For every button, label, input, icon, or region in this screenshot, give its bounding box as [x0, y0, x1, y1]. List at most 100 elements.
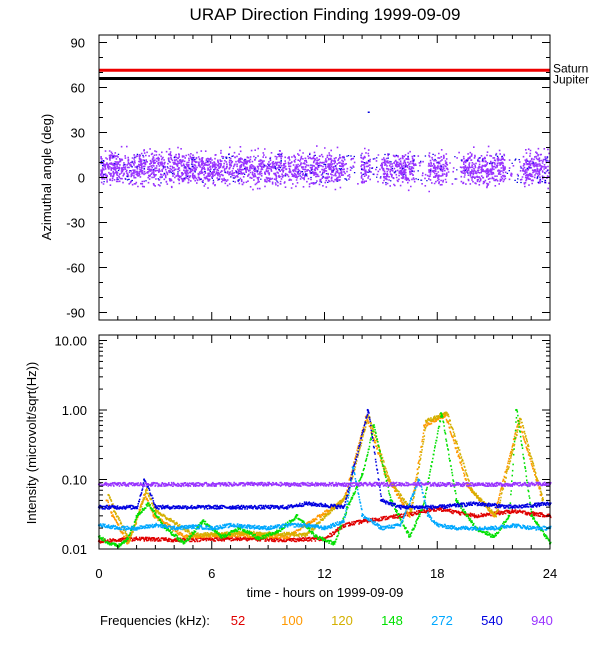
series-120-vertex: [424, 419, 428, 422]
series-940-vertex: [135, 483, 138, 486]
series-148-vertex: [220, 535, 223, 538]
series-100-vertex: [182, 535, 185, 538]
series-272-khz: [97, 466, 552, 531]
azimuth-axis-ticks: 90 60 30 0 -30 -60 -90: [66, 35, 551, 321]
series-120-vertex: [304, 533, 307, 536]
series-272-vertex: [530, 526, 533, 530]
series-120-vertex: [469, 489, 473, 492]
series-100-vertex: [422, 424, 426, 427]
series-272-vertex: [154, 524, 157, 527]
series-272-vertex: [248, 525, 251, 528]
series-272-vertex: [379, 526, 382, 530]
series-940-vertex: [511, 483, 514, 486]
series-540-vertex: [436, 506, 439, 509]
series-540-vertex: [379, 499, 382, 502]
series-148-vertex: [507, 514, 510, 517]
series-272-points: [99, 467, 552, 531]
series-52-vertex: [285, 538, 289, 542]
series-148-vertex: [454, 499, 458, 502]
intensity-xtick-label: 12: [317, 566, 331, 581]
series-52-vertex: [360, 520, 364, 523]
series-540-vertex: [304, 502, 307, 505]
series-52-vertex: [473, 514, 476, 517]
intensity-ytick-label: 10.00: [54, 334, 87, 349]
intensity-ytick-label: 1.00: [62, 403, 87, 418]
series-148-vertex: [407, 535, 411, 538]
series-148-vertex: [530, 514, 533, 517]
azimuth-ytick-label: -30: [66, 216, 85, 231]
azimuth-scatter-points-blue: [100, 153, 549, 184]
series-272-vertex: [436, 524, 439, 527]
reference-label-saturn: Saturn: [553, 61, 588, 75]
series-148-vertex: [360, 472, 364, 476]
series-940-vertex: [323, 483, 326, 486]
series-120-vertex: [107, 493, 110, 497]
series-52-vertex: [342, 524, 345, 527]
series-940-vertex: [473, 483, 476, 486]
series-540-khz: [97, 408, 552, 510]
azimuth-ytick-label: -90: [66, 306, 85, 321]
series-148-vertex: [372, 424, 375, 427]
reference-label-jupiter: Jupiter: [553, 73, 589, 87]
series-120-vertex: [409, 510, 413, 513]
legend-entry-52: 52: [231, 613, 245, 628]
legend-title: Frequencies (kHz):: [100, 613, 210, 628]
series-272-vertex: [360, 514, 364, 517]
series-540-points: [99, 410, 552, 510]
series-272-vertex: [492, 526, 495, 530]
azimuth-ytick-label: 90: [71, 36, 85, 51]
series-540-vertex: [366, 408, 369, 412]
series-940-vertex: [436, 483, 439, 486]
series-100-points: [106, 413, 543, 545]
series-272-vertex: [173, 526, 176, 530]
series-540-vertex: [342, 506, 345, 509]
series-940-vertex: [248, 482, 251, 486]
series-272-vertex: [511, 524, 514, 527]
series-148-vertex: [295, 514, 298, 517]
intensity-xtick-label: 24: [543, 566, 557, 581]
series-272-vertex: [398, 524, 401, 527]
intensity-axis-ticks: 10.00 1.00 0.10 0.01 0 6 12 18 24: [54, 334, 557, 581]
series-148-vertex: [182, 542, 185, 545]
series-52-vertex: [210, 538, 213, 541]
series-540-vertex: [285, 506, 289, 509]
series-148-vertex: [201, 520, 204, 523]
series-272-vertex: [210, 526, 213, 530]
series-148-vertex: [492, 535, 495, 538]
chart-title: URAP Direction Finding 1999-09-09: [190, 5, 461, 24]
series-120-points: [108, 411, 544, 542]
series-148-vertex: [515, 408, 518, 412]
series-120-vertex: [445, 412, 448, 415]
series-120-khz: [107, 411, 544, 543]
series-52-vertex: [173, 538, 176, 542]
intensity-xtick-label: 0: [95, 566, 102, 581]
series-100-vertex: [407, 514, 411, 517]
intensity-xtick-label: 6: [208, 566, 215, 581]
series-148-vertex: [107, 542, 110, 545]
series-120-vertex: [144, 489, 148, 492]
series-272-vertex: [426, 514, 429, 517]
series-272-vertex: [417, 478, 420, 481]
series-148-vertex: [345, 506, 349, 509]
series-100-khz: [105, 413, 543, 545]
azimuth-outlier-point: [367, 111, 370, 113]
series-100-vertex: [152, 514, 155, 517]
series-52-vertex: [135, 537, 138, 540]
azimuth-ylabel: Azimuthal angle (deg): [39, 114, 54, 240]
series-272-vertex: [135, 526, 138, 530]
series-148-vertex: [332, 542, 335, 545]
series-120-vertex: [541, 499, 544, 502]
azimuth-ytick-label: 0: [78, 171, 85, 186]
legend-entry-100: 100: [281, 613, 303, 628]
series-100-vertex: [105, 499, 108, 502]
azimuth-scatter-points: [100, 145, 551, 193]
series-940-vertex: [285, 483, 289, 486]
series-272-vertex: [116, 526, 119, 530]
intensity-ytick-label: 0.10: [62, 473, 87, 488]
azimuth-ytick-label: 60: [71, 81, 85, 96]
series-148-vertex: [257, 537, 260, 540]
series-940-khz: [97, 481, 552, 488]
series-120-vertex: [387, 478, 390, 481]
